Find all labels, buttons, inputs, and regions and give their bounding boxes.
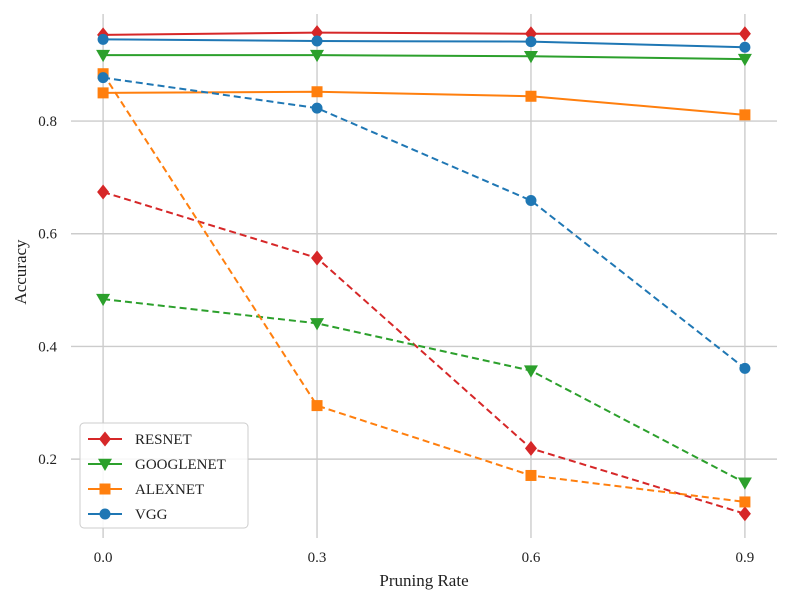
data-point — [523, 365, 538, 378]
x-tick-label: 0.6 — [522, 550, 541, 566]
y-tick-label: 0.2 — [38, 452, 57, 468]
legend-item: GOOGLENET — [88, 457, 226, 473]
data-point — [739, 496, 751, 508]
data-point — [524, 440, 537, 456]
legend-label: GOOGLENET — [135, 457, 226, 473]
legend-item: VGG — [88, 507, 168, 523]
series-googlenet-pruned — [96, 293, 752, 490]
y-tick-label: 0.8 — [38, 114, 57, 130]
series-resnet-pruned — [97, 184, 751, 522]
data-point — [525, 90, 537, 102]
x-axis-title: Pruning Rate — [379, 571, 468, 590]
series-line — [103, 90, 745, 116]
data-point — [97, 33, 109, 45]
data-point — [97, 87, 109, 99]
data-point — [96, 293, 111, 307]
legend: RESNET GOOGLENET ALEXNET VGG — [79, 422, 249, 529]
data-point — [739, 362, 751, 374]
legend-marker — [98, 458, 112, 471]
data-point — [311, 400, 323, 412]
series-line — [103, 54, 745, 61]
data-point — [311, 250, 324, 266]
series-line — [102, 73, 746, 503]
legend-marker — [99, 431, 111, 447]
data-point — [310, 318, 325, 331]
data-point — [310, 49, 325, 63]
y-tick-label: 0.4 — [38, 339, 57, 355]
data-point — [738, 506, 751, 522]
y-axis-ticks: 0.2 0.4 0.6 0.8 — [38, 114, 57, 468]
data-point — [739, 41, 751, 53]
series-line — [103, 38, 745, 49]
legend-box — [79, 422, 249, 529]
data-point — [738, 26, 751, 42]
legend-label: RESNET — [135, 432, 192, 448]
x-tick-label: 0.0 — [94, 550, 113, 566]
series-vgg-pruned — [97, 72, 751, 374]
data-point — [96, 49, 111, 63]
data-point — [311, 86, 323, 98]
data-point — [311, 35, 323, 47]
legend-label: VGG — [135, 507, 168, 523]
legend-item: RESNET — [88, 431, 192, 448]
series-line — [102, 191, 746, 515]
x-tick-label: 0.3 — [308, 550, 327, 566]
y-axis-title: Accuracy — [11, 239, 30, 305]
y-tick-label: 0.6 — [38, 227, 57, 243]
data-point — [97, 184, 110, 200]
data-point — [737, 53, 752, 67]
data-point — [525, 194, 537, 206]
data-point — [311, 102, 323, 114]
legend-item: ALEXNET — [88, 482, 204, 498]
legend-label: ALEXNET — [135, 482, 204, 498]
legend-marker — [99, 483, 111, 495]
x-axis-ticks: 0.0 0.3 0.6 0.9 — [94, 550, 755, 566]
series-layer — [96, 25, 752, 522]
series-vgg — [97, 33, 751, 53]
legend-items: RESNET GOOGLENET ALEXNET VGG — [88, 431, 226, 523]
series-googlenet — [96, 49, 752, 67]
x-tick-label: 0.9 — [736, 550, 755, 566]
data-point — [737, 477, 752, 490]
series-line — [102, 76, 746, 370]
legend-marker — [99, 508, 111, 520]
data-point — [525, 36, 537, 48]
data-point — [739, 109, 751, 121]
data-point — [311, 25, 324, 41]
series-line — [103, 31, 745, 36]
data-point — [97, 72, 109, 84]
data-point — [525, 469, 537, 481]
series-line — [102, 298, 746, 484]
series-alexnet — [97, 86, 751, 121]
data-point — [523, 51, 538, 64]
